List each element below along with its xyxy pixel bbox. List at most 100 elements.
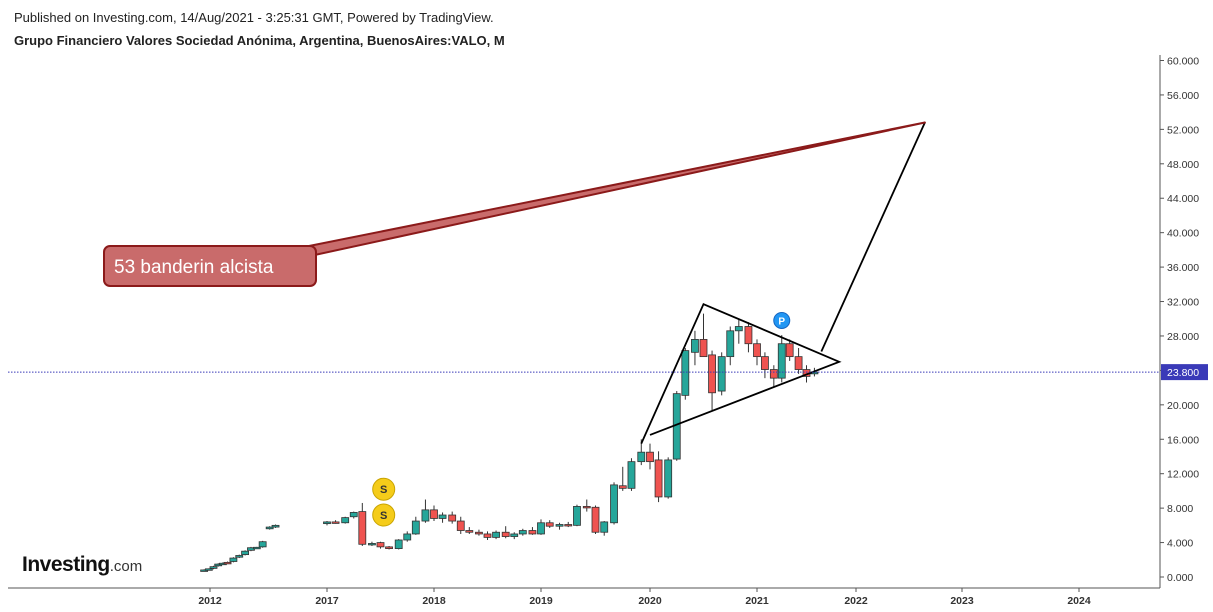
candle-down (331, 521, 340, 524)
candle-up (555, 524, 564, 527)
candle (734, 319, 743, 344)
y-tick-label: 36.000 (1167, 262, 1199, 274)
candle (323, 521, 331, 526)
candle (691, 330, 699, 366)
candle-up (229, 557, 238, 562)
candle-up (349, 512, 358, 518)
candle-down (564, 524, 573, 527)
badge-letter: S (380, 510, 387, 522)
candle-up (537, 522, 545, 535)
candle-up (403, 533, 412, 541)
candle-down (376, 542, 385, 548)
investing-logo: Investing.com (22, 553, 142, 577)
candle (545, 520, 554, 528)
candle-up (600, 521, 609, 533)
x-tick-label: 2017 (315, 595, 339, 607)
candle-up (341, 517, 350, 524)
candle (627, 458, 636, 491)
candle (394, 539, 403, 550)
x-tick-label: 2022 (844, 595, 868, 607)
candle-down (591, 506, 600, 533)
candle-up (691, 339, 699, 353)
badge-p-icon: P (773, 311, 791, 329)
last-price-label: 23.800 (1167, 367, 1199, 379)
candle-up (510, 533, 519, 537)
candle (448, 511, 457, 524)
candle-up (777, 343, 786, 379)
y-tick-label: 16.000 (1167, 434, 1199, 446)
candle-down (475, 531, 483, 535)
x-tick-label: 2024 (1067, 595, 1091, 607)
candle-up (492, 531, 500, 538)
candle-down (769, 369, 778, 379)
candle-up (394, 539, 403, 549)
logo-brand: Investing (22, 553, 110, 576)
annotation-pointer (303, 121, 926, 257)
annotation-callout[interactable]: 53 banderin alcista (103, 121, 926, 287)
y-tick-label: 32.000 (1167, 297, 1199, 309)
candle (761, 352, 769, 379)
candle-up (664, 459, 673, 498)
candle-up (573, 506, 581, 526)
candle-down (618, 485, 627, 489)
y-tick-label: 52.000 (1167, 124, 1199, 136)
candle-up (734, 326, 743, 332)
candle (376, 541, 385, 549)
candle (349, 511, 358, 519)
symbol-title: Grupo Financiero Valores Sociedad Anónim… (14, 33, 505, 48)
candle-up (368, 543, 376, 546)
candle-down (785, 343, 794, 358)
candle (610, 482, 618, 525)
candle-down (483, 533, 492, 538)
projection-line (820, 122, 926, 352)
badge-letter: S (380, 484, 387, 496)
candle-down (528, 530, 537, 535)
candle (475, 529, 483, 536)
last-price-label-box (1161, 364, 1208, 381)
candle (209, 565, 218, 570)
candle-up (241, 550, 250, 556)
candle (777, 335, 786, 383)
candle-up (637, 451, 646, 463)
y-tick-label: 4.000 (1167, 538, 1193, 550)
published-line: Published on Investing.com, 14/Aug/2021 … (14, 10, 494, 25)
y-tick-label: 12.000 (1167, 469, 1199, 481)
candle-down (465, 530, 474, 533)
y-tick-label: 40.000 (1167, 228, 1199, 240)
pennant-triangle (640, 302, 842, 444)
y-tick-label: 0.000 (1167, 572, 1193, 584)
candle (769, 365, 778, 387)
candle-down (358, 511, 367, 545)
candle (681, 348, 690, 400)
candle-down (545, 522, 554, 527)
candle (785, 339, 794, 361)
candle (358, 502, 367, 547)
badge-circle (773, 311, 791, 329)
annotation-text: 53 banderin alcista (114, 257, 274, 278)
candle (438, 512, 447, 523)
y-tick-label: 44.000 (1167, 193, 1199, 205)
candle-down (582, 506, 591, 509)
candle (403, 531, 412, 542)
annotation-box[interactable] (103, 245, 317, 287)
candle (341, 516, 350, 524)
candle (794, 348, 803, 374)
candle-up (438, 514, 447, 519)
candle (600, 521, 609, 536)
badge-circle (372, 477, 396, 501)
candle-down (761, 356, 769, 370)
y-axis-ticks: 0.0004.0008.00012.00016.00020.00024.0002… (1160, 56, 1199, 584)
y-tick-label: 20.000 (1167, 400, 1199, 412)
candle (241, 550, 250, 556)
candle (537, 519, 545, 535)
last-price: 23.800 (8, 364, 1208, 381)
candle-down (753, 343, 761, 358)
candle-up (258, 541, 267, 548)
candle (501, 526, 510, 539)
candle-up (681, 350, 690, 396)
candle (385, 546, 393, 550)
x-tick-label: 2023 (950, 595, 974, 607)
candle (421, 499, 430, 523)
y-tick-label: 60.000 (1167, 56, 1199, 68)
